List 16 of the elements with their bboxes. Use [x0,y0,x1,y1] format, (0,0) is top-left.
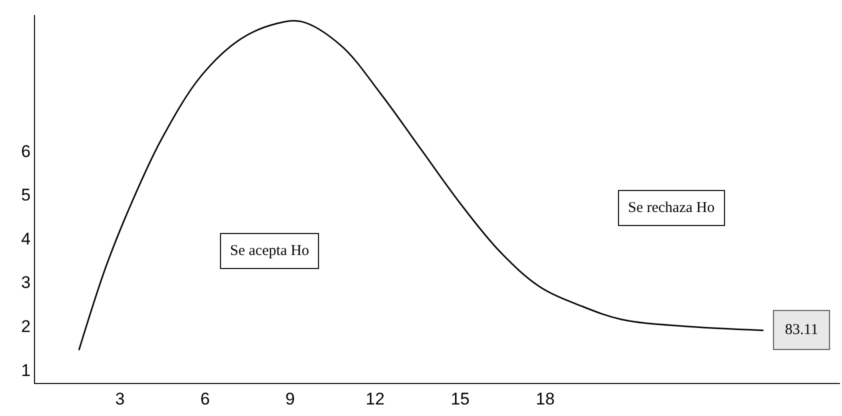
annotation: Se rechaza Ho [628,200,715,216]
y-tick-label: 6 [21,142,31,161]
x-tick-label: 15 [450,389,470,408]
y-tick-label: 5 [21,186,31,205]
annotation: Se acepta Ho [230,243,310,259]
x-tick-label: 18 [536,389,555,408]
y-tick-label: 2 [21,317,31,336]
x-tick-label: 6 [200,389,210,408]
x-tick-label: 12 [366,389,385,408]
y-tick-label: 1 [21,360,31,380]
y-tick-label: 3 [21,273,31,292]
annotation: 83.11 [785,322,818,338]
x-tick-label: 3 [115,389,125,408]
x-tick-label: 9 [285,389,295,408]
y-tick-label: 4 [21,229,31,248]
line-series [78,20,764,351]
